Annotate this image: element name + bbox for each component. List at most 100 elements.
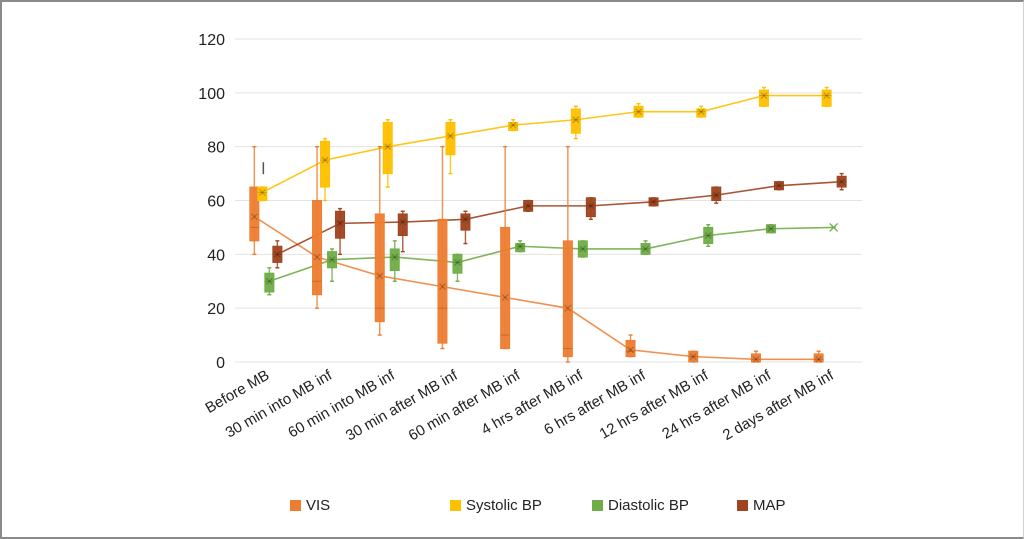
- mean-marker: [635, 108, 643, 116]
- mean-marker: [838, 178, 846, 186]
- box: [374, 213, 385, 323]
- x-tick-label: 12 hrs after MB inf: [597, 366, 712, 442]
- mean-marker: [838, 178, 846, 186]
- box-diastolic-bp: [264, 267, 275, 296]
- legend-item-systolic: Systolic BP: [450, 497, 592, 514]
- legend: VIS Systolic BP Diastolic BP MAP: [290, 497, 786, 514]
- box: [264, 272, 275, 293]
- box-systolic-bp: [445, 119, 456, 175]
- mean-marker: [572, 116, 580, 124]
- mean-marker: [767, 225, 775, 233]
- mean-marker: [815, 355, 823, 363]
- box: [445, 121, 456, 156]
- legend-swatch-map: [737, 500, 748, 511]
- box: [500, 226, 511, 350]
- mean-marker: [258, 188, 266, 196]
- mean-marker: [524, 202, 532, 210]
- box-diastolic-bp: [327, 248, 338, 282]
- legend-label-diastolic: Diastolic BP: [608, 497, 689, 514]
- mean-marker: [767, 225, 775, 233]
- box: [437, 218, 448, 344]
- mean-line-systolic-bp: [261, 94, 827, 194]
- box-diastolic-bp: [515, 240, 526, 253]
- mean-marker: [760, 92, 768, 99]
- box: [703, 226, 714, 245]
- box-map: [460, 210, 471, 245]
- legend-label-systolic: Systolic BP: [466, 497, 542, 514]
- mean-line-map: [276, 180, 842, 256]
- mean-marker: [461, 215, 469, 223]
- box-map: [272, 240, 283, 269]
- box-diastolic-bp: [640, 240, 651, 256]
- mean-marker: [328, 256, 336, 264]
- box: [257, 186, 268, 202]
- mean-marker: [376, 272, 384, 280]
- mean-marker: [712, 191, 720, 199]
- box: [312, 200, 323, 296]
- mean-marker: [273, 250, 281, 258]
- mean-marker: [627, 346, 635, 354]
- box: [382, 121, 393, 175]
- box-diastolic-bp: [765, 224, 776, 234]
- mean-marker: [650, 198, 658, 206]
- legend-swatch-diastolic: [592, 500, 603, 511]
- mean-marker: [564, 304, 572, 312]
- mean-marker: [273, 250, 281, 258]
- box: [773, 181, 784, 191]
- mean-marker: [587, 202, 595, 210]
- box-vis: [374, 145, 385, 336]
- box-map: [711, 186, 722, 204]
- box: [515, 243, 526, 253]
- box: [711, 186, 722, 202]
- box: [765, 224, 776, 234]
- mean-marker: [501, 293, 509, 301]
- box-vis: [625, 334, 636, 358]
- y-tick-label: 80: [207, 140, 225, 157]
- box-diastolic-bp: [703, 224, 714, 247]
- mean-marker: [250, 213, 258, 221]
- x-tick-label: 60 min into MB inf: [285, 366, 398, 441]
- mean-marker: [250, 213, 258, 221]
- box: [335, 210, 346, 239]
- mean-line-vis: [253, 215, 819, 361]
- y-tick-label: 40: [207, 247, 225, 264]
- box: [320, 140, 331, 188]
- mean-marker: [815, 355, 823, 363]
- mean-marker: [564, 304, 572, 312]
- box-systolic-bp: [257, 186, 268, 202]
- box-vis: [437, 145, 448, 350]
- mean-marker: [572, 116, 580, 124]
- mean-marker: [579, 245, 587, 253]
- mean-lines: [253, 94, 842, 361]
- x-tick-label: 30 min after MB inf: [343, 366, 461, 444]
- mean-marker: [823, 92, 831, 99]
- y-tick-label: 0: [216, 355, 225, 372]
- x-tick-label: 30 min into MB inf: [223, 366, 336, 441]
- mean-marker: [752, 355, 760, 363]
- mean-marker: [697, 108, 705, 116]
- mean-marker: [446, 132, 454, 140]
- mean-marker: [446, 132, 454, 140]
- box-map: [335, 207, 346, 256]
- box-systolic-bp: [508, 119, 519, 132]
- legend-label-vis: VIS: [306, 497, 331, 514]
- box: [249, 186, 260, 242]
- mean-marker: [328, 256, 336, 264]
- mean-marker: [438, 283, 446, 291]
- box-map: [523, 199, 534, 212]
- mean-marker: [391, 253, 399, 261]
- mean-marker: [760, 92, 768, 99]
- y-tick-label: 120: [198, 32, 225, 49]
- box: [452, 253, 463, 274]
- mean-marker: [635, 108, 643, 116]
- box: [625, 339, 636, 358]
- mean-marker: [336, 219, 344, 227]
- mean-marker: [689, 353, 697, 361]
- y-axis-ticks: 0 20 40 60 80 100 120: [198, 32, 225, 372]
- mean-marker: [399, 218, 407, 226]
- box-vis: [813, 350, 824, 363]
- box-diastolic-bp: [452, 253, 463, 282]
- box-vis: [750, 350, 761, 363]
